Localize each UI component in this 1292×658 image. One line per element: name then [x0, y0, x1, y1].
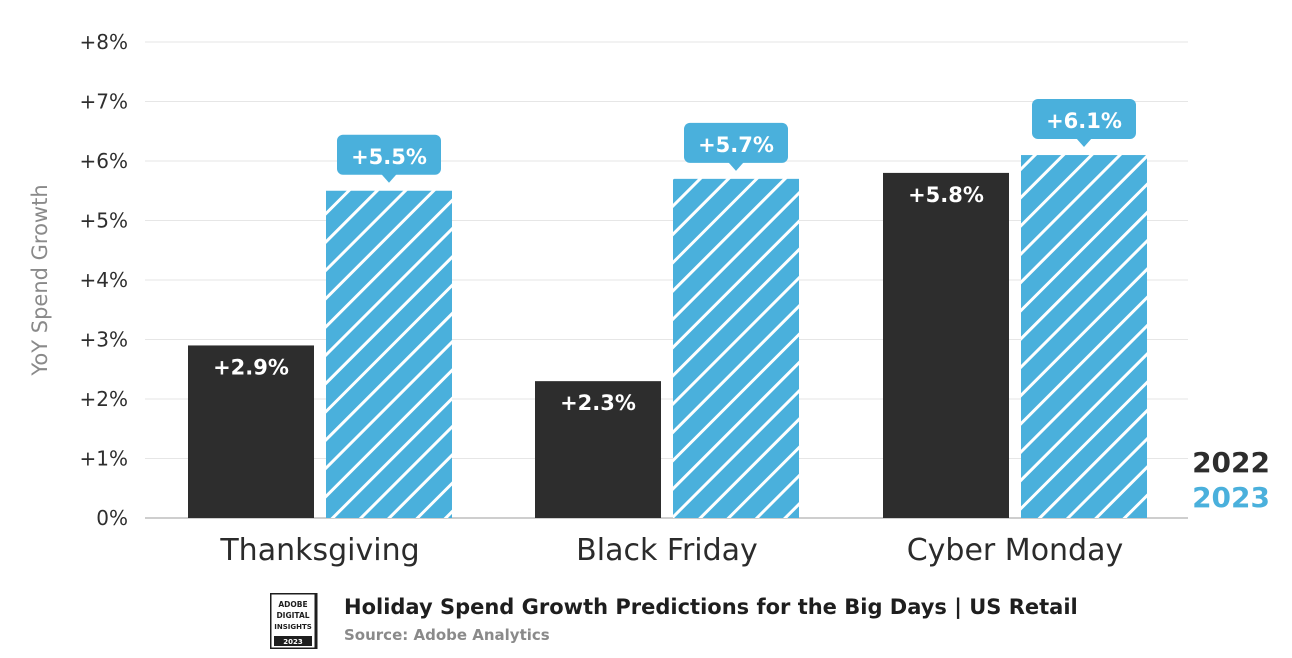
y-tick-label: +8% [80, 30, 129, 54]
legend-item-2022: 2022 [1192, 446, 1270, 479]
data-label: +2.9% [213, 355, 289, 379]
y-tick-label: +5% [80, 209, 129, 233]
chart: 0% +1% +2% +3% +4% +5% +6% +7% +8% YoY Spend Gro… [28, 30, 1270, 568]
category-label: Thanksgiving [219, 533, 419, 568]
chart-title: Holiday Spend Growth Predictions for the… [344, 595, 1078, 619]
data-label: +5.5% [351, 145, 427, 169]
callout-pointer [381, 173, 397, 183]
callout-bubble [1032, 99, 1136, 140]
data-label: +5.7% [698, 133, 774, 157]
y-axis-label: YoY Spend Growth [28, 184, 52, 376]
bar-2022-cyber-monday [883, 172, 1009, 518]
bars: +2.9% +5.5% +2.3% +5.7% +5.8% +6.1% [188, 99, 1147, 519]
footer: ADOBE DIGITAL INSIGHTS 2023 Holiday Spen… [270, 593, 1078, 651]
y-axis-ticks: 0% +1% +2% +3% +4% +5% +6% +7% +8% [80, 30, 129, 530]
gridlines [145, 41, 1188, 519]
y-tick-label: +6% [80, 149, 129, 173]
y-tick-label: +1% [80, 447, 129, 471]
svg-text:DIGITAL: DIGITAL [276, 611, 309, 620]
y-tick-label: +7% [80, 90, 129, 114]
svg-text:ADOBE: ADOBE [278, 600, 307, 609]
legend-item-2023: 2023 [1192, 481, 1270, 514]
data-label: +2.3% [560, 391, 636, 415]
callout-bubble [684, 122, 788, 163]
bar-2022-thanksgiving [188, 345, 314, 518]
bar-2023-black-friday [673, 178, 799, 518]
y-tick-label: +4% [80, 268, 129, 292]
svg-text:INSIGHTS: INSIGHTS [274, 623, 312, 631]
callout-bubble [337, 134, 441, 175]
y-tick-label: +2% [80, 387, 129, 411]
y-tick-label: +3% [80, 328, 129, 352]
bar-2023-cyber-monday [1021, 155, 1147, 519]
category-labels: Thanksgiving Black Friday Cyber Monday [219, 533, 1123, 568]
category-label: Black Friday [576, 533, 758, 568]
adobe-digital-insights-logo: ADOBE DIGITAL INSIGHTS 2023 [270, 593, 318, 649]
svg-text:2023: 2023 [283, 638, 303, 646]
data-label: +6.1% [1046, 109, 1122, 133]
bar-2023-thanksgiving [326, 190, 452, 518]
y-tick-label: 0% [96, 506, 128, 530]
callout-pointer [1076, 138, 1092, 148]
chart-source: Source: Adobe Analytics [344, 626, 550, 644]
callout-pointer [728, 161, 744, 171]
category-label: Cyber Monday [907, 533, 1124, 568]
data-label: +5.8% [908, 183, 984, 207]
bar-2022-black-friday [535, 381, 661, 518]
